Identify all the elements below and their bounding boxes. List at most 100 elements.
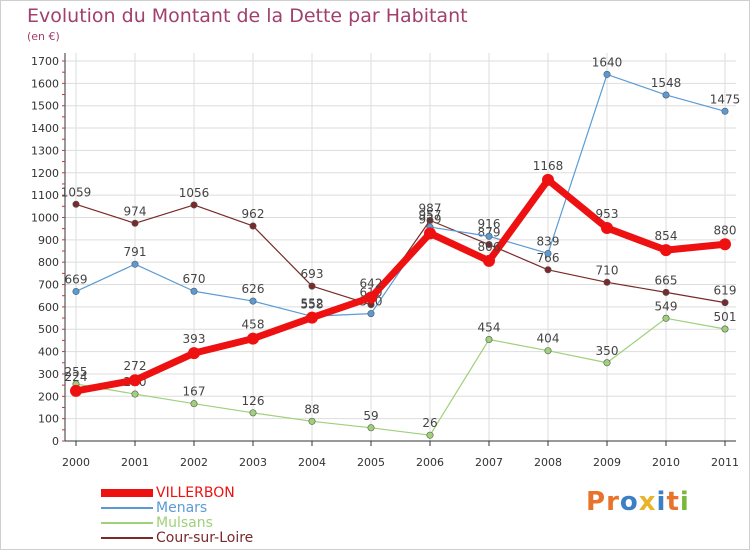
data-label: 880: [714, 223, 737, 237]
data-point: [190, 400, 198, 408]
data-label: 957: [419, 208, 442, 222]
series-line-villerbon: [75, 176, 726, 395]
legend-label: Cour-sur-Loire: [156, 530, 254, 546]
data-label: 393: [183, 332, 206, 346]
y-tick-label: 200: [38, 390, 59, 403]
data-label: 501: [714, 310, 737, 324]
logo-letter: o: [619, 487, 639, 517]
data-label: 549: [655, 299, 678, 313]
data-point: [719, 238, 731, 251]
data-label: 929: [419, 212, 442, 226]
x-tick-label: 2006: [416, 456, 444, 469]
data-label: 1475: [710, 92, 741, 106]
data-point: [131, 390, 139, 398]
y-tick-label: 1500: [31, 100, 59, 113]
x-tick-label: 2010: [652, 456, 680, 469]
data-point: [131, 260, 139, 268]
data-label: 1059: [61, 185, 92, 199]
data-label: 552: [301, 297, 324, 311]
data-point: [72, 200, 80, 208]
x-tick-label: 2002: [180, 456, 208, 469]
x-tick-label: 2003: [239, 456, 267, 469]
y-tick-label: 700: [38, 279, 59, 292]
data-point: [662, 314, 670, 322]
legend-swatch: [101, 507, 153, 509]
legend-label: Mulsans: [156, 515, 213, 531]
data-label: 1640: [592, 55, 623, 69]
data-label: 26: [422, 416, 437, 430]
data-point: [721, 299, 729, 307]
data-point: [72, 287, 80, 295]
data-label: 916: [478, 217, 501, 231]
y-tick-label: 1000: [31, 211, 59, 224]
data-label: 974: [124, 204, 147, 218]
data-label: 272: [124, 359, 147, 373]
data-point: [485, 336, 493, 344]
data-label: 224: [65, 370, 88, 384]
data-label: 839: [537, 234, 560, 248]
x-tick-label: 2004: [298, 456, 326, 469]
logo-letter: t: [666, 487, 680, 517]
legend-swatch: [101, 537, 153, 539]
data-point: [249, 222, 257, 230]
x-tick-label: 2000: [62, 456, 90, 469]
series-line-mulsans: [75, 317, 726, 436]
data-label: 88: [304, 402, 319, 416]
logo-letter: P: [586, 487, 607, 517]
y-tick-label: 100: [38, 413, 59, 426]
data-label: 665: [655, 273, 678, 287]
data-label: 806: [478, 240, 501, 254]
legend-swatch: [101, 489, 153, 497]
data-point: [426, 431, 434, 439]
data-label: 454: [478, 321, 501, 335]
data-label: 619: [714, 284, 737, 298]
plot-area: [65, 53, 736, 441]
data-label: 350: [596, 344, 619, 358]
y-tick-label: 300: [38, 368, 59, 381]
y-tick-label: 0: [52, 435, 59, 448]
y-tick-label: 1400: [31, 122, 59, 135]
data-label: 669: [65, 272, 88, 286]
y-tick-label: 1100: [31, 189, 59, 202]
legend-label: VILLERBON: [156, 485, 235, 501]
data-point: [308, 417, 316, 425]
legend-label: Menars: [156, 500, 208, 516]
legend-swatch: [101, 522, 153, 524]
data-point: [70, 384, 82, 397]
data-label: 766: [537, 251, 560, 265]
data-point: [190, 287, 198, 295]
data-point: [603, 278, 611, 286]
y-tick-label: 1600: [31, 77, 59, 90]
data-label: 1056: [179, 186, 210, 200]
x-tick-label: 2009: [593, 456, 621, 469]
data-point: [308, 282, 316, 290]
data-point: [247, 332, 259, 345]
proxiti-logo: Proxiti: [586, 487, 690, 517]
chart-subtitle: (en €): [27, 30, 60, 43]
data-label: 670: [183, 272, 206, 286]
data-point: [485, 232, 493, 240]
y-tick-label: 600: [38, 301, 59, 314]
data-label: 59: [363, 409, 378, 423]
data-point: [544, 266, 552, 274]
data-label: 404: [537, 332, 560, 346]
data-label: 710: [596, 263, 619, 277]
y-tick-label: 1700: [31, 55, 59, 68]
x-tick-label: 2011: [711, 456, 739, 469]
logo-letter: i: [656, 487, 667, 517]
logo-letter: i: [679, 487, 690, 517]
y-tick-label: 400: [38, 346, 59, 359]
data-point: [249, 297, 257, 305]
data-point: [483, 254, 495, 267]
data-point: [485, 241, 493, 249]
data-point: [249, 409, 257, 417]
data-label: 626: [242, 282, 265, 296]
data-point: [544, 249, 552, 257]
x-tick-label: 2007: [475, 456, 503, 469]
data-point: [129, 374, 141, 387]
y-tick-label: 1300: [31, 144, 59, 157]
data-point: [365, 291, 377, 304]
y-tick-label: 500: [38, 323, 59, 336]
data-label: 126: [242, 394, 265, 408]
